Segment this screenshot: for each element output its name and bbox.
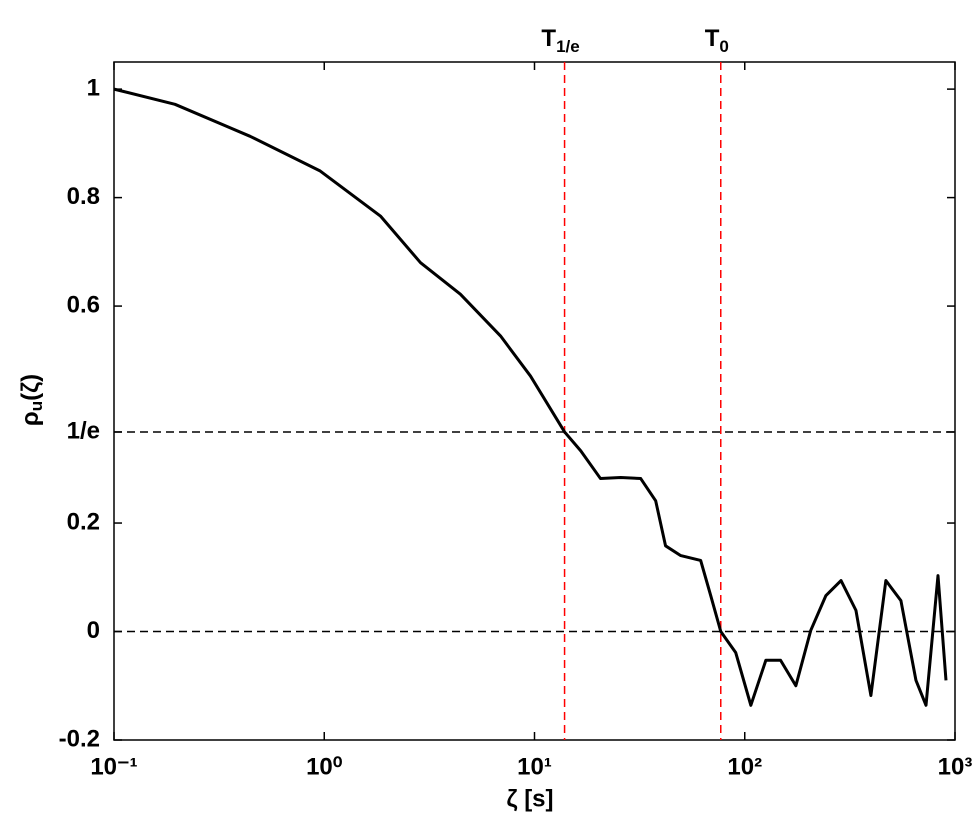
plot-frame (113, 61, 956, 741)
x-tick-label: 10³ (938, 753, 973, 780)
annotation-sub: 0 (719, 37, 728, 56)
x-tick-label: 10⁻¹ (90, 753, 137, 780)
x-axis-label: ζ [s] (506, 785, 553, 812)
x-tick-label: 10² (727, 753, 762, 780)
annotation: T1/e (541, 25, 579, 56)
y-tick-label: 0 (87, 617, 100, 644)
y-tick-label: 0.6 (67, 291, 100, 318)
y-axis-label: ρu(ζ) (17, 374, 46, 426)
annotation: T0 (705, 25, 729, 56)
y-label-main: ρ (17, 411, 44, 426)
y-tick-label: -0.2 (59, 725, 100, 752)
y-label-sub: u (27, 401, 46, 411)
y-tick-label: 0.2 (67, 508, 100, 535)
annotation-main: T (541, 25, 556, 52)
annotation-sub: 1/e (556, 37, 580, 56)
x-tick-label: 10⁰ (306, 753, 343, 780)
annotation-main: T (705, 25, 720, 52)
data-line (113, 87, 948, 707)
y-tick-label: 1 (87, 74, 100, 101)
y-label-rest: (ζ) (17, 374, 44, 401)
y-tick-label: 0.8 (67, 183, 100, 210)
y-tick-label: 1/e (67, 417, 100, 444)
x-tick-label: 10¹ (517, 753, 552, 780)
